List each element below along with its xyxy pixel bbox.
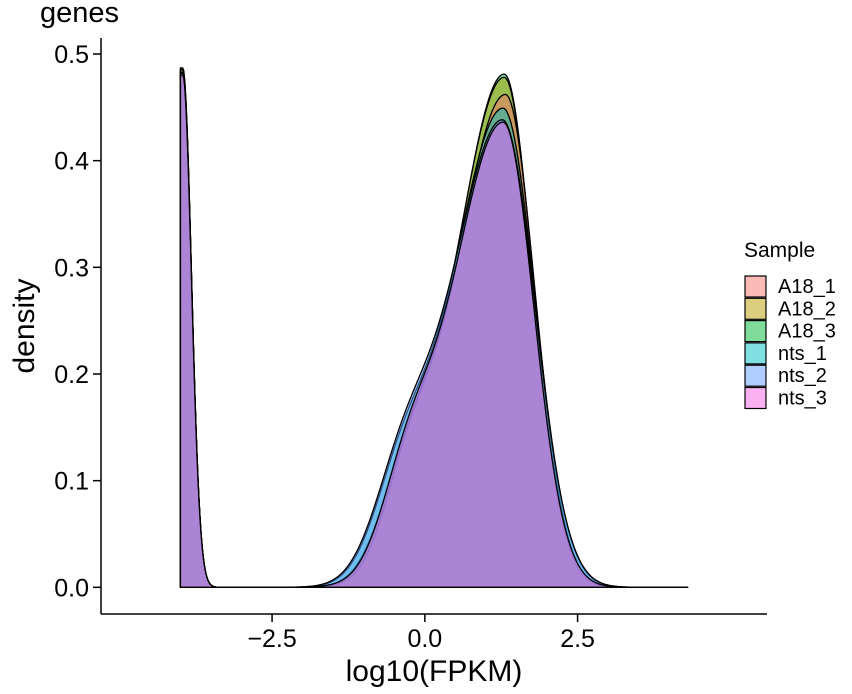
- x-axis-title: log10(FPKM): [346, 655, 523, 688]
- y-tick-label: 0.2: [54, 361, 89, 389]
- legend-swatch: [744, 320, 767, 343]
- legend-swatch: [744, 342, 767, 365]
- legend-label: A18_3: [778, 321, 836, 343]
- x-tick-label: 2.5: [560, 625, 595, 653]
- y-tick-label: 0.3: [54, 254, 89, 282]
- legend-swatch: [744, 386, 767, 410]
- legend-title: Sample: [744, 239, 815, 262]
- y-tick-label: 0.1: [54, 468, 89, 496]
- legend-label: A18_1: [778, 276, 836, 298]
- density-area-nts-3: [179, 74, 689, 588]
- legend-swatch: [744, 297, 767, 320]
- x-axis-ticks: −2.5 0.0 2.5: [247, 614, 595, 653]
- legend-label: nts_3: [778, 388, 827, 410]
- chart-title: genes: [40, 0, 119, 29]
- x-tick-label: −2.5: [247, 625, 296, 653]
- x-tick-label: 0.0: [407, 625, 442, 653]
- y-tick-label: 0.5: [54, 41, 89, 69]
- plot-area: [179, 67, 689, 588]
- legend-label: A18_2: [778, 298, 836, 320]
- y-tick-label: 0.0: [54, 574, 89, 602]
- y-axis-ticks: 0.0 0.1 0.2 0.3 0.4 0.5: [54, 41, 101, 602]
- legend-label: nts_1: [778, 343, 827, 365]
- y-axis-title: density: [8, 278, 41, 373]
- legend-label: nts_2: [778, 365, 827, 387]
- legend-swatch: [744, 275, 767, 298]
- legend-swatch: [744, 364, 767, 387]
- y-tick-label: 0.4: [54, 148, 89, 176]
